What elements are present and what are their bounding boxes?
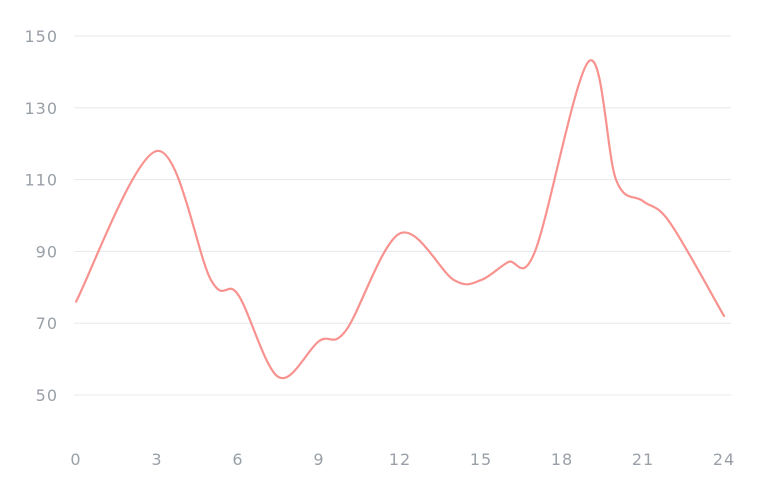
- data-point-13: [613, 177, 619, 183]
- x-tick-label-12: 12: [389, 450, 411, 469]
- data-point-9: [478, 277, 484, 283]
- data-point-12: [586, 58, 592, 64]
- data-point-5: [316, 338, 322, 344]
- data-point-14: [640, 198, 646, 204]
- x-axis: 0 3 6 9 12 15 18 21 24: [70, 450, 735, 469]
- y-tick-label-150: 150: [24, 27, 58, 46]
- x-tick-label-3: 3: [151, 450, 162, 469]
- data-point-11: [532, 248, 538, 254]
- x-tick-label-18: 18: [551, 450, 573, 469]
- data-point-2: [208, 277, 214, 283]
- data-point-8: [451, 277, 457, 283]
- data-point-7: [397, 230, 403, 236]
- data-point-1: [154, 148, 160, 154]
- data-point-16: [721, 313, 727, 319]
- x-tick-label-15: 15: [470, 450, 492, 469]
- y-tick-label-70: 70: [36, 314, 58, 333]
- x-tick-label-21: 21: [632, 450, 654, 469]
- data-point-4: [276, 374, 282, 380]
- data-point-15: [667, 220, 673, 226]
- x-tick-label-6: 6: [232, 450, 243, 469]
- x-tick-label-9: 9: [313, 450, 324, 469]
- y-tick-label-130: 130: [24, 99, 58, 118]
- data-point-10: [505, 259, 511, 265]
- series-line-0: [74, 59, 726, 380]
- y-tick-label-90: 90: [36, 242, 58, 261]
- data-point-6: [343, 327, 349, 333]
- x-tick-label-24: 24: [713, 450, 735, 469]
- y-tick-label-50: 50: [36, 386, 58, 405]
- x-tick-label-0: 0: [70, 450, 81, 469]
- y-tick-label-110: 110: [24, 171, 58, 190]
- grid: [74, 35, 731, 396]
- y-axis: 50 70 90 110 130 150: [24, 27, 58, 405]
- series: [73, 58, 727, 380]
- data-point-0: [73, 299, 79, 305]
- data-point-3: [235, 291, 241, 297]
